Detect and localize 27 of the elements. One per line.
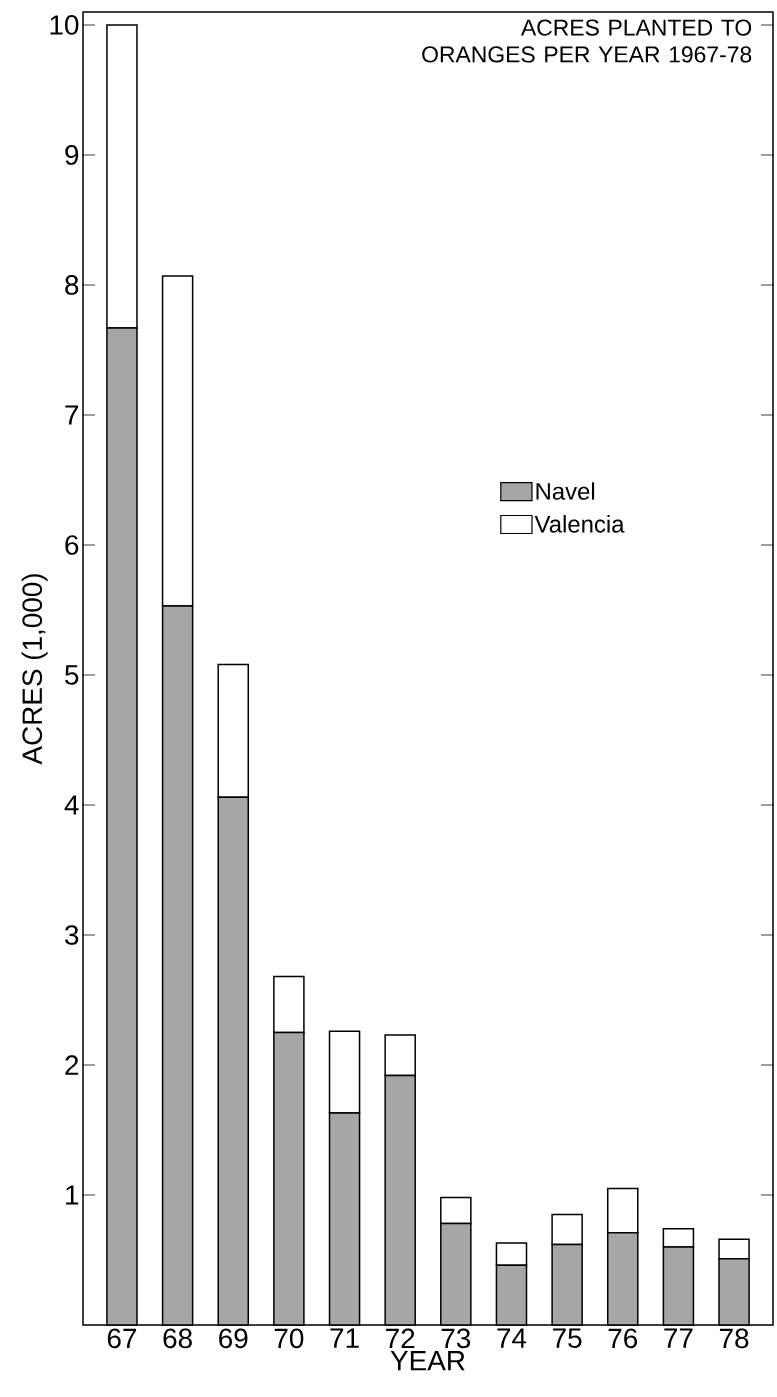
x-tick-label: 74 [497, 1328, 527, 1348]
y-tick-label: 1 [66, 1185, 79, 1205]
y-tick-label: 5 [65, 665, 79, 685]
x-tick-label: 75 [553, 1328, 582, 1348]
legend-label: Navel [536, 482, 595, 500]
x-axis-title: YEAR [390, 1351, 465, 1371]
y-tick-label: 6 [65, 535, 79, 555]
y-tick-label: 4 [64, 795, 79, 815]
y-tick-label: 3 [65, 925, 79, 945]
text: ACRES PLANTED TO ORANGES PER YEAR 1967-78 [422, 19, 752, 63]
y-tick-label: 7 [65, 405, 79, 425]
x-tick-label: 72 [386, 1328, 415, 1348]
y-tick-label: 8 [65, 275, 79, 295]
x-tick-label: 73 [441, 1328, 471, 1349]
x-tick-label: 67 [107, 1328, 137, 1349]
y-axis-title: ACRES (1,000) [21, 574, 48, 765]
x-tick-label: 76 [608, 1328, 638, 1349]
legend-label: Valencia [534, 515, 625, 533]
x-tick-label: 69 [219, 1328, 248, 1349]
y-tick-label: 10 [50, 15, 79, 35]
x-tick-label: 71 [330, 1328, 359, 1348]
x-tick-label: 70 [274, 1328, 304, 1349]
x-tick-label: 77 [664, 1328, 693, 1348]
y-tick-label: 2 [65, 1055, 79, 1075]
x-tick-label: 68 [163, 1328, 192, 1349]
y-tick-label: 9 [65, 145, 79, 165]
x-tick-label: 78 [719, 1328, 749, 1349]
